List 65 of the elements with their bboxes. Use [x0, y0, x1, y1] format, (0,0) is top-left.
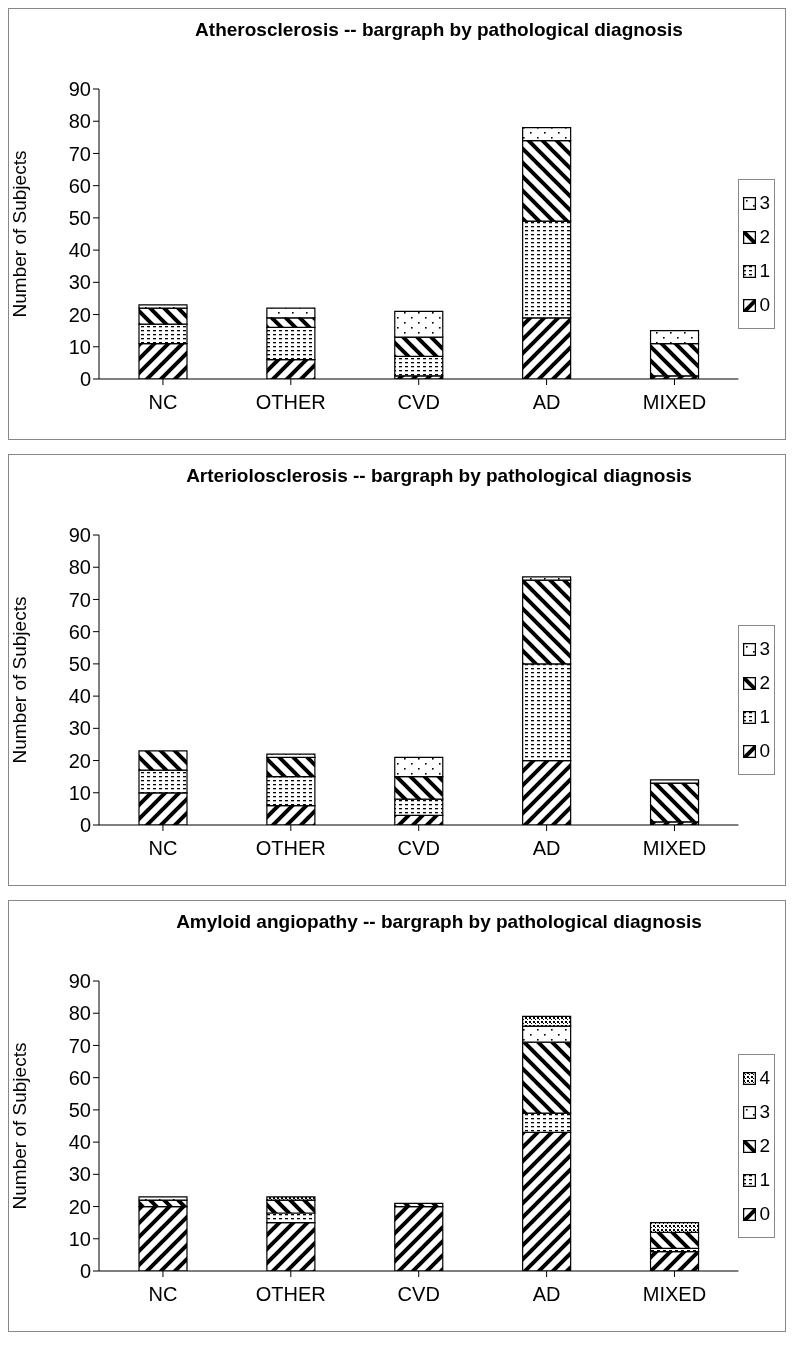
legend-label: 1 — [759, 705, 770, 729]
y-tick-label: 50 — [68, 206, 91, 229]
x-tick-label: MIXED — [642, 391, 707, 414]
legend-label: 0 — [759, 293, 770, 317]
y-tick-label: 60 — [68, 620, 91, 643]
y-tick-label: 50 — [68, 1098, 91, 1121]
legend-label: 0 — [759, 739, 770, 763]
x-tick-label: CVD — [397, 391, 440, 414]
y-axis-title: Number of Subjects — [8, 596, 30, 764]
y-tick-label: 70 — [68, 1034, 91, 1057]
y-tick-label: 60 — [68, 174, 91, 197]
y-tick-label: 80 — [68, 1002, 91, 1025]
y-tick-label: 70 — [68, 142, 91, 165]
bar — [649, 782, 700, 823]
x-tick-label: AD — [532, 837, 561, 860]
y-tick-label: 10 — [68, 335, 91, 358]
x-tick-label: AD — [532, 391, 561, 414]
y-tick-label: 80 — [68, 556, 91, 579]
chart-title: Atherosclerosis -- bargraph by pathological diagnosis — [194, 19, 684, 42]
x-tick-label: OTHER — [255, 1283, 326, 1306]
y-tick-label: 70 — [68, 588, 91, 611]
legend-label: 3 — [759, 637, 770, 661]
x-tick-label: NC — [148, 1283, 178, 1306]
legend-label: 4 — [759, 1066, 770, 1090]
y-tick-label: 80 — [68, 110, 91, 133]
y-tick-label: 40 — [68, 1131, 91, 1154]
y-tick-label: 90 — [68, 524, 91, 547]
y-tick-label: 10 — [68, 1227, 91, 1250]
x-tick-label: AD — [532, 1283, 561, 1306]
y-axis-title: Number of Subjects — [8, 1042, 30, 1210]
x-tick-label: NC — [148, 837, 178, 860]
legend-label: 1 — [759, 259, 770, 283]
y-tick-label: 20 — [68, 749, 91, 772]
y-tick-label: 0 — [79, 1260, 91, 1283]
y-tick-label: 10 — [68, 781, 91, 804]
chart-title: Amyloid angiopathy -- bargraph by pathological diagnosis — [175, 911, 703, 934]
legend-label: 0 — [759, 1202, 770, 1226]
y-axis-title: Number of Subjects — [8, 150, 30, 318]
legend-label: 2 — [759, 1134, 770, 1158]
y-tick-label: 20 — [68, 1195, 91, 1218]
y-tick-label: 40 — [68, 239, 91, 262]
y-tick-label: 0 — [79, 814, 91, 837]
chart-title: Arteriolosclerosis -- bargraph by pathological diagnosis — [185, 465, 693, 488]
y-tick-label: 90 — [68, 78, 91, 101]
x-tick-label: NC — [148, 391, 178, 414]
x-tick-label: OTHER — [255, 391, 326, 414]
legend-label: 1 — [759, 1168, 770, 1192]
y-tick-label: 60 — [68, 1066, 91, 1089]
legend-label: 3 — [759, 191, 770, 215]
y-tick-label: 50 — [68, 652, 91, 675]
legend-label: 2 — [759, 225, 770, 249]
x-tick-label: MIXED — [642, 1283, 707, 1306]
y-tick-label: 30 — [68, 271, 91, 294]
y-tick-label: 20 — [68, 303, 91, 326]
y-tick-label: 0 — [79, 368, 91, 391]
x-tick-label: CVD — [397, 837, 440, 860]
x-tick-label: OTHER — [255, 837, 326, 860]
y-tick-label: 30 — [68, 717, 91, 740]
legend-label: 2 — [759, 671, 770, 695]
y-tick-label: 40 — [68, 685, 91, 708]
y-tick-label: 30 — [68, 1163, 91, 1186]
legend-label: 3 — [759, 1100, 770, 1124]
x-tick-label: CVD — [397, 1283, 440, 1306]
y-tick-label: 90 — [68, 970, 91, 993]
x-tick-label: MIXED — [642, 837, 707, 860]
